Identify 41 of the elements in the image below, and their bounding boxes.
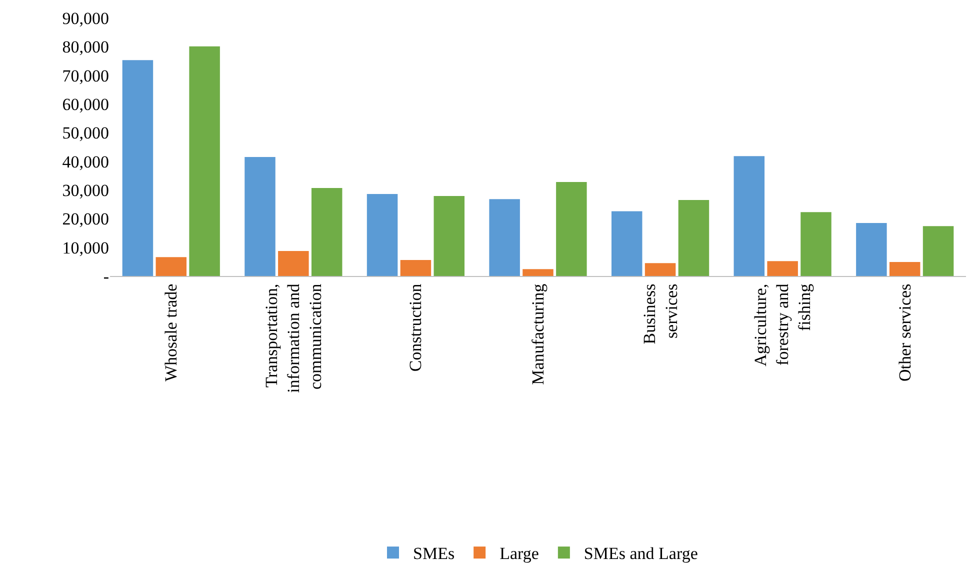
y-tick-label: - bbox=[103, 266, 110, 286]
x-tick-label: Business services bbox=[640, 284, 681, 344]
bar bbox=[311, 188, 342, 276]
bar bbox=[556, 182, 587, 276]
y-tick-label: 70,000 bbox=[62, 66, 109, 86]
x-tick-label: Construction bbox=[406, 283, 426, 372]
bar bbox=[400, 260, 432, 276]
bar bbox=[800, 212, 832, 276]
x-tick-label: Other services bbox=[895, 284, 914, 382]
bar bbox=[922, 226, 954, 276]
bar bbox=[278, 251, 309, 276]
y-tick-label: 30,000 bbox=[62, 180, 109, 200]
bar bbox=[678, 200, 710, 276]
bar bbox=[189, 46, 220, 276]
bar bbox=[767, 261, 798, 276]
legend-label: Large bbox=[500, 544, 539, 564]
bar bbox=[366, 194, 398, 276]
y-tick-label: 40,000 bbox=[62, 152, 109, 172]
x-tick-label: Whosale trade bbox=[162, 284, 181, 382]
legend-label: SMEs and Large bbox=[584, 544, 698, 564]
y-tick-label: 80,000 bbox=[62, 38, 109, 57]
bar bbox=[156, 257, 187, 276]
bar bbox=[244, 157, 276, 276]
bar bbox=[122, 60, 154, 276]
x-tick-label: Manufacturing bbox=[528, 283, 548, 385]
y-tick-label: 20,000 bbox=[62, 210, 109, 229]
x-tick-label: Agriculture, forestry and fishing bbox=[750, 283, 814, 366]
legend-label: SMEs bbox=[413, 544, 455, 564]
y-tick-label: 90,000 bbox=[62, 8, 109, 28]
bar bbox=[734, 156, 765, 276]
bar bbox=[489, 199, 520, 276]
bar bbox=[522, 269, 554, 276]
bar bbox=[889, 262, 920, 276]
y-tick-label: 60,000 bbox=[62, 94, 109, 114]
x-tick-label: Transportation, information and communication bbox=[262, 283, 326, 393]
y-tick-label: 50,000 bbox=[62, 124, 109, 143]
y-tick-label: 10,000 bbox=[62, 238, 109, 258]
bar bbox=[434, 196, 465, 276]
bar bbox=[611, 211, 642, 276]
bar bbox=[644, 263, 676, 276]
bar bbox=[856, 222, 887, 276]
